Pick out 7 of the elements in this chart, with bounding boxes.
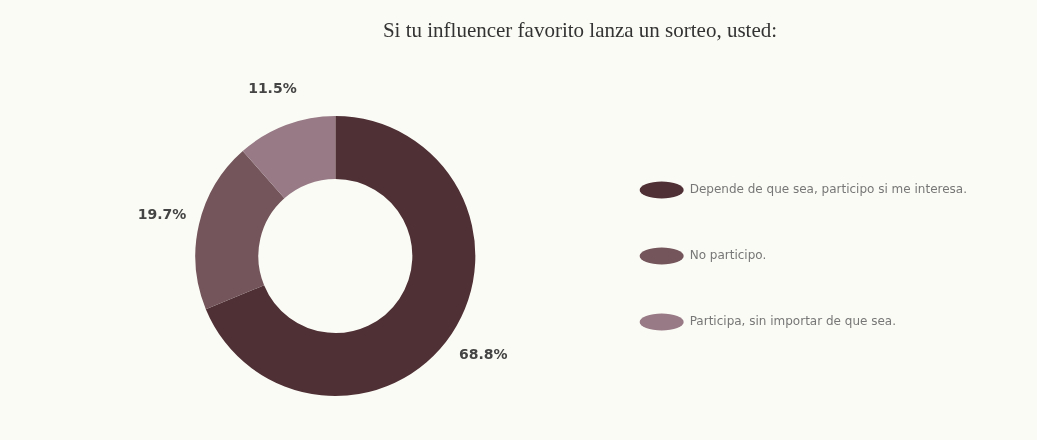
legend-label: No participo. [689, 248, 767, 263]
data-label: 11.5% [248, 80, 297, 97]
data-label: 19.7% [137, 206, 187, 223]
legend-label: Participa, sin importar de que sea. [689, 314, 896, 329]
data-label: 68.8% [458, 345, 508, 362]
legend-label: Depende de que sea, participo si me interesa. [689, 182, 968, 197]
chart-title: Si tu influencer favorito lanza un sorteo, usted: [381, 18, 779, 43]
